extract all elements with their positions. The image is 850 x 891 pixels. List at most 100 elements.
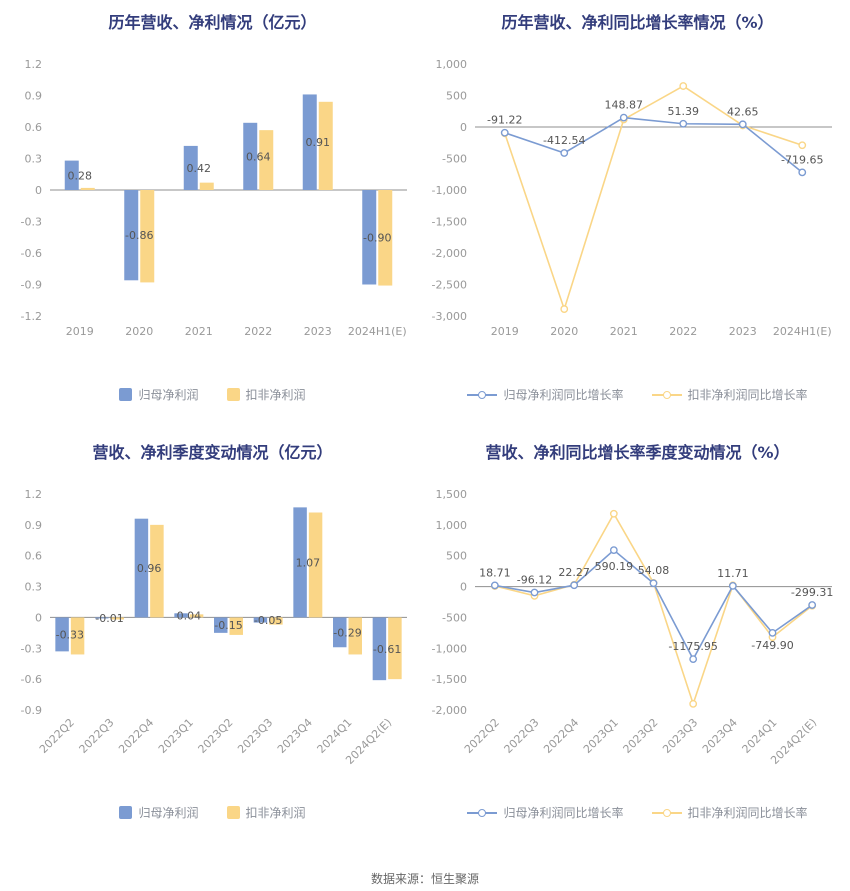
legend-item-non-gaap-growth[interactable]: 扣非净利润同比增长率 xyxy=(651,804,808,821)
data-point-blue xyxy=(768,628,777,637)
data-point-blue xyxy=(570,581,579,590)
x-axis-category-label: 2022Q3 xyxy=(502,716,542,756)
x-axis-category-label: 2019 xyxy=(66,325,94,338)
value-label: 0.42 xyxy=(187,162,212,175)
y-axis-tick-label: 0.9 xyxy=(25,90,43,103)
legend-label: 扣非净利润同比增长率 xyxy=(687,806,808,820)
legend-label: 归母净利润同比增长率 xyxy=(503,806,624,820)
y-axis-tick-label: -0.9 xyxy=(21,279,42,292)
value-label: 22.27 xyxy=(558,566,590,579)
bar-blue xyxy=(134,518,149,618)
legend-item-net-profit-growth[interactable]: 归母净利润同比增长率 xyxy=(467,804,624,821)
legend: 归母净利润同比增长率 扣非净利润同比增长率 xyxy=(425,804,850,821)
x-axis-category-label: 2023Q1 xyxy=(156,716,196,756)
legend-swatch-yellow xyxy=(226,388,240,401)
value-label: -91.22 xyxy=(487,114,522,127)
bar-blue xyxy=(333,617,347,648)
bar-yellow xyxy=(318,101,333,190)
x-axis-category-label: 2023Q2 xyxy=(621,716,661,756)
legend-item-non-gaap-profit[interactable]: 扣非净利润 xyxy=(226,386,306,403)
x-axis-category-label: 2023Q2 xyxy=(196,716,236,756)
legend-item-net-profit[interactable]: 归母净利润 xyxy=(119,804,199,821)
data-point-blue xyxy=(808,601,817,609)
value-label: -299.31 xyxy=(791,586,833,599)
x-axis-category-label: 2022 xyxy=(244,325,272,338)
chart-panel-quarterly-profit: 营收、净利季度变动情况（亿元） 1.2 0.9 0.6 0.3 0 -0.3 -0.6 -0.… xyxy=(0,430,425,860)
x-axis-category-label: 2023Q4 xyxy=(275,716,315,756)
value-label: 11.71 xyxy=(717,567,749,580)
legend-item-net-profit[interactable]: 归母净利润 xyxy=(119,386,199,403)
y-axis-tick-label: 1.2 xyxy=(25,58,43,71)
y-axis-tick-label: -1,000 xyxy=(432,184,467,197)
legend-label: 扣非净利润同比增长率 xyxy=(687,388,808,402)
y-axis-tick-label: -2,500 xyxy=(432,279,467,292)
bar-yellow xyxy=(378,190,393,286)
legend-label: 扣非净利润 xyxy=(245,806,306,820)
legend-item-non-gaap-profit[interactable]: 扣非净利润 xyxy=(226,804,306,821)
value-label: -0.15 xyxy=(214,619,242,632)
legend-item-non-gaap-growth[interactable]: 扣非净利润同比增长率 xyxy=(651,386,808,403)
y-axis-tick-label: 0.6 xyxy=(25,121,43,134)
value-label: 0.91 xyxy=(306,136,331,149)
bar-yellow xyxy=(269,617,283,625)
x-axis-category-label: 2022Q2 xyxy=(462,716,502,756)
bar-yellow xyxy=(259,130,274,190)
x-axis-category-label: 2024Q1 xyxy=(740,716,780,756)
data-point-yellow xyxy=(798,141,807,150)
line-chart-annual-growth: 1,000 500 0 -500 -1,000 -1,500 -2,000 -2,500 -3,… xyxy=(432,58,832,338)
data-point-yellow xyxy=(609,509,618,518)
y-axis-tick-label: 0 xyxy=(460,581,467,594)
data-point-blue xyxy=(530,588,539,597)
legend-line-marker-yellow-icon xyxy=(651,390,682,399)
legend: 归母净利润同比增长率 扣非净利润同比增长率 xyxy=(425,386,850,403)
x-axis-category-label: 2022Q4 xyxy=(116,716,156,756)
y-axis-tick-label: -0.3 xyxy=(21,216,42,229)
legend-line-marker-blue-icon xyxy=(467,808,498,817)
y-axis-tick-label: -1,500 xyxy=(432,673,467,686)
legend-line-marker-blue-icon xyxy=(467,390,498,399)
x-axis-category-label: 2024Q1 xyxy=(315,716,355,756)
line-yellow xyxy=(494,512,813,707)
legend-label: 归母净利润 xyxy=(138,806,199,820)
chart-panel-quarterly-growth: 营收、净利同比增长率季度变动情况（%） 1,500 1,000 500 0 -500 -1… xyxy=(425,430,850,860)
bar-blue xyxy=(55,617,69,652)
y-axis-tick-label: 0.3 xyxy=(25,153,43,166)
x-axis-category-label: 2022Q2 xyxy=(37,716,77,756)
bar-yellow xyxy=(189,614,204,618)
x-axis-category-label: 2024H1(E) xyxy=(773,325,832,338)
value-label: -749.90 xyxy=(751,639,793,652)
value-label: -1175.95 xyxy=(668,640,717,653)
y-axis-tick-label: 1,500 xyxy=(436,488,468,501)
x-axis-category-label: 2021 xyxy=(185,325,213,338)
y-axis-tick-label: -2,000 xyxy=(432,704,467,717)
bar-blue xyxy=(64,160,79,190)
data-point-blue xyxy=(649,579,658,588)
y-axis-tick-label: -0.9 xyxy=(21,704,42,717)
line-blue xyxy=(504,116,803,173)
chart-panel-annual-growth: 历年营收、净利同比增长率情况（%） 1,000 500 0 -500 -1,000 -1,… xyxy=(425,0,850,430)
data-point-yellow xyxy=(689,699,698,708)
bar-yellow xyxy=(70,617,85,655)
y-axis-tick-label: -0.6 xyxy=(21,247,42,260)
chart-title: 营收、净利季度变动情况（亿元） xyxy=(92,443,333,462)
data-point-blue xyxy=(619,113,628,122)
x-axis-category-label: 2023 xyxy=(304,325,332,338)
x-axis-category-label: 2024H1(E) xyxy=(348,325,407,338)
value-label: 0.64 xyxy=(246,150,271,163)
bar-yellow xyxy=(199,182,214,190)
value-label: 1.07 xyxy=(296,556,321,569)
value-label: -0.86 xyxy=(125,229,153,242)
y-axis-tick-label: 500 xyxy=(446,550,467,563)
legend-label: 归母净利润同比增长率 xyxy=(503,388,624,402)
y-axis-tick-label: -0.6 xyxy=(21,673,42,686)
y-axis-tick-label: 0 xyxy=(35,611,42,624)
legend-line-marker-yellow-icon xyxy=(651,808,682,817)
bar-yellow xyxy=(308,512,323,618)
bar-blue xyxy=(302,94,317,190)
y-axis-tick-label: 0.6 xyxy=(25,550,43,563)
value-label: 42.65 xyxy=(727,105,759,118)
bar-blue xyxy=(174,613,188,618)
legend-swatch-yellow xyxy=(226,806,240,819)
legend-item-net-profit-growth[interactable]: 归母净利润同比增长率 xyxy=(467,386,624,403)
